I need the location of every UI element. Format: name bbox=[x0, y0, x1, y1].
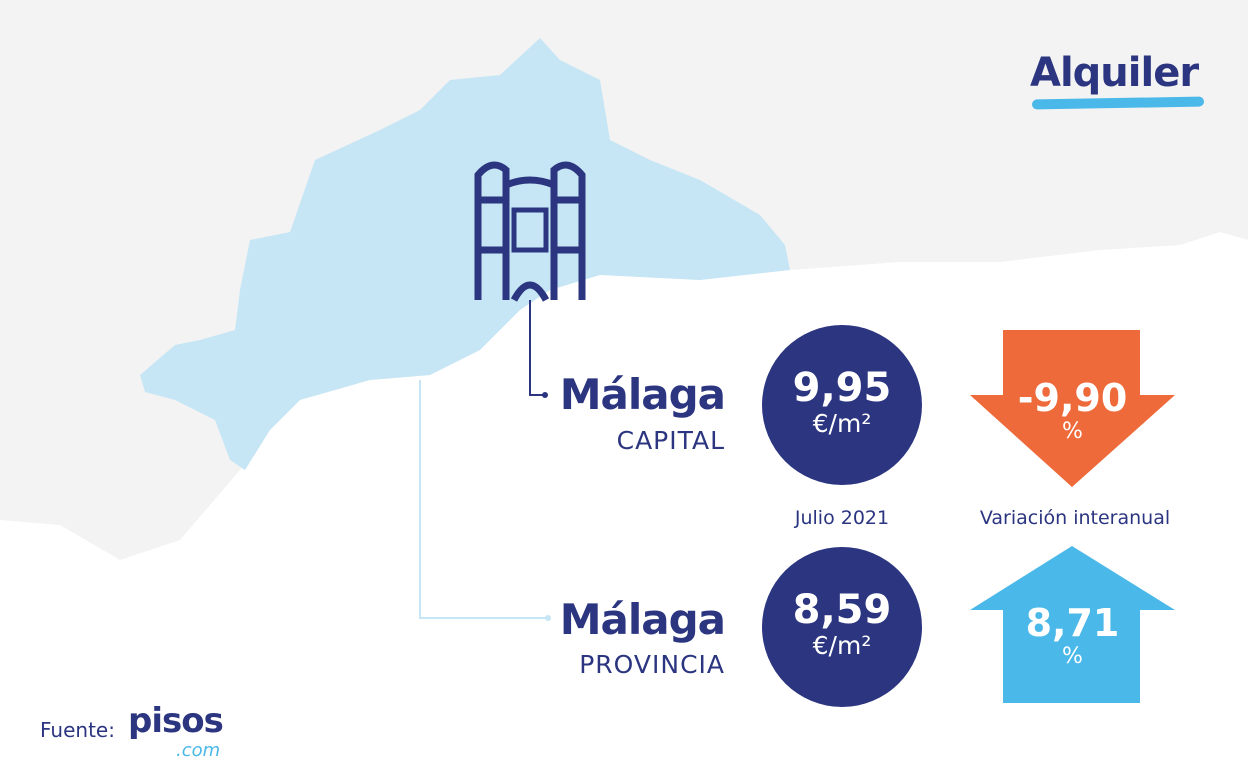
capital-connector-line bbox=[529, 300, 545, 396]
up-arrow-shape bbox=[970, 546, 1175, 703]
provincia-connector-line bbox=[419, 380, 548, 619]
provincia-connector-dot bbox=[545, 615, 551, 621]
pisos-logo: pisos bbox=[128, 701, 224, 741]
provincia-variation-value: 8,71 bbox=[1025, 601, 1120, 645]
capital-price-unit: €/m² bbox=[812, 409, 872, 438]
variation-label: Variación interanual bbox=[979, 507, 1171, 529]
provincia-price-badge: 8,59 €/m² bbox=[762, 547, 922, 707]
cathedral-tower-icon bbox=[474, 161, 586, 302]
down-arrow-shape bbox=[970, 330, 1175, 487]
capital-sub: CAPITAL bbox=[616, 426, 725, 455]
capital-variation-unit: % bbox=[1062, 419, 1083, 444]
capital-price-badge: 9,95 €/m² bbox=[762, 325, 922, 485]
provincia-variation-unit: % bbox=[1062, 644, 1083, 669]
capital-name: Málaga bbox=[559, 370, 726, 419]
provincia-price: 8,59 bbox=[792, 587, 892, 633]
provincia-price-unit: €/m² bbox=[812, 631, 872, 660]
capital-variation: -9,90 % bbox=[970, 378, 1175, 446]
capital-variation-value: -9,90 bbox=[1017, 376, 1128, 420]
white-region bbox=[0, 232, 1248, 770]
capital-connector-dot bbox=[542, 392, 548, 398]
pisos-logo-suffix: .com bbox=[176, 740, 221, 761]
malaga-province-map bbox=[140, 38, 790, 470]
provincia-name: Málaga bbox=[559, 595, 726, 644]
provincia-sub: PROVINCIA bbox=[579, 650, 725, 679]
source-label: Fuente: bbox=[40, 718, 115, 742]
page-title: Alquiler bbox=[1030, 50, 1199, 96]
period-label: Julio 2021 bbox=[794, 507, 890, 529]
capital-price: 9,95 bbox=[792, 365, 892, 411]
provincia-variation: 8,71 % bbox=[970, 603, 1175, 671]
